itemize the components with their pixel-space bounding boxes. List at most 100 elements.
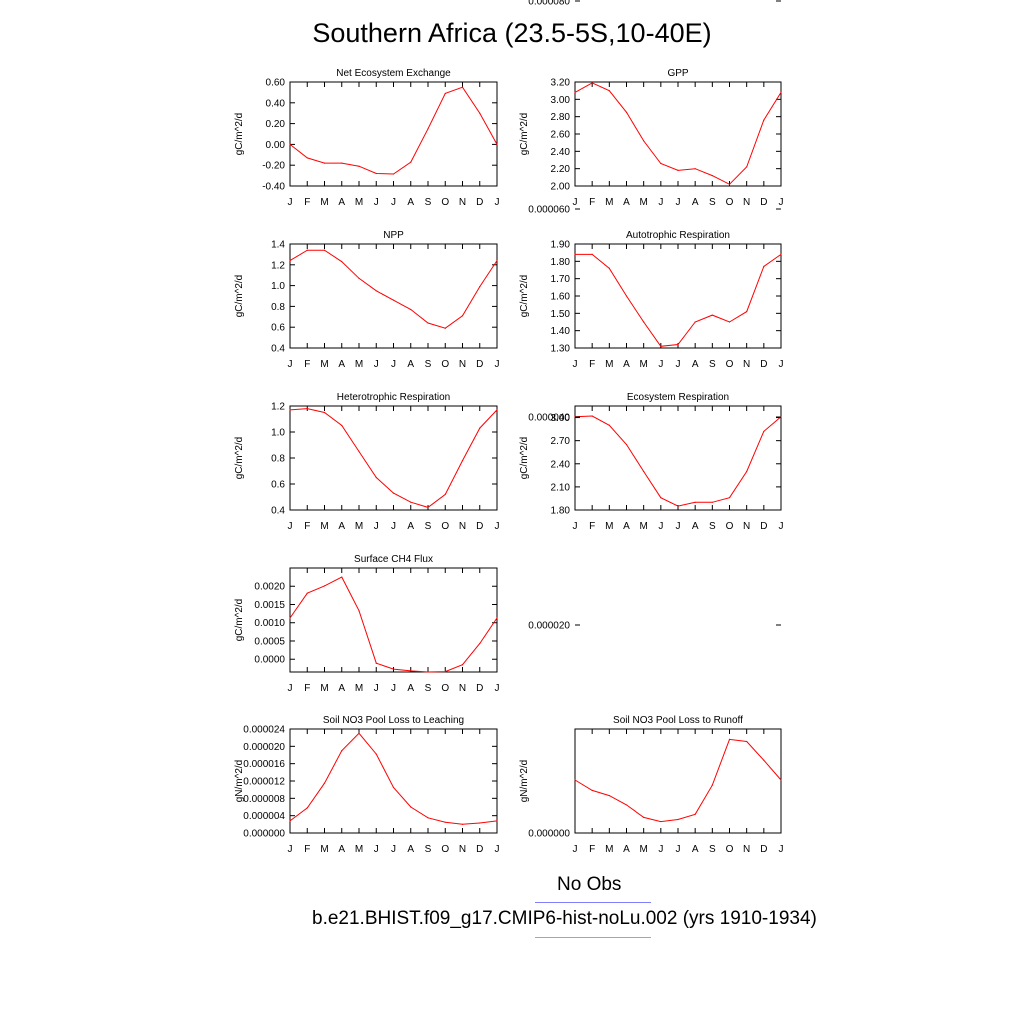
data-point: [341, 424, 343, 427]
data-point: [410, 308, 412, 311]
data-point: [496, 260, 498, 262]
x-tick-label: O: [441, 683, 449, 694]
x-tick-label: M: [355, 197, 363, 208]
data-point: [711, 314, 713, 316]
data-point: [625, 443, 628, 446]
y-tick-label: 0.000040: [528, 413, 570, 424]
x-tick-label: J: [374, 197, 379, 208]
y-tick-label: 3.20: [551, 78, 571, 89]
x-tick-label: J: [658, 197, 663, 208]
x-tick-label: A: [623, 359, 630, 370]
x-tick-label: A: [407, 683, 414, 694]
data-point: [358, 610, 360, 612]
data-point: [728, 321, 731, 323]
x-tick-label: J: [288, 521, 293, 532]
x-tick-label: J: [658, 359, 663, 370]
data-point: [341, 576, 343, 578]
x-tick-label: F: [304, 683, 310, 694]
series-line: [289, 86, 498, 175]
data-point: [643, 321, 645, 323]
plot-frame: [574, 243, 782, 349]
data-point: [392, 668, 395, 670]
x-tick-label: M: [639, 359, 647, 370]
plot-frame: [289, 567, 498, 673]
data-point: [780, 91, 782, 93]
y-tick-label: 1.2: [271, 402, 285, 413]
data-point: [711, 175, 713, 177]
x-tick-label: J: [573, 359, 578, 370]
data-point: [410, 161, 412, 163]
data-point: [427, 671, 429, 673]
data-point: [289, 820, 291, 822]
y-tick-label: 3.00: [551, 413, 571, 424]
y-tick-label: 2.00: [551, 182, 571, 193]
x-tick-label: N: [459, 521, 466, 532]
y-tick-label: 0.4: [271, 506, 285, 517]
data-point: [375, 172, 377, 175]
data-point: [375, 290, 377, 292]
y-tick-label: 2.60: [551, 130, 571, 141]
x-tick-label: D: [476, 521, 483, 532]
x-tick-label: J: [288, 359, 293, 370]
x-tick-label: J: [374, 521, 379, 532]
y-tick-label: 0.000000: [243, 829, 285, 840]
y-tick-label: -0.20: [262, 161, 285, 172]
data-point: [323, 249, 326, 251]
x-tick-label: A: [623, 521, 630, 532]
data-point: [625, 804, 628, 806]
x-tick-label: M: [605, 197, 613, 208]
x-tick-label: J: [779, 359, 784, 370]
x-tick-label: F: [589, 844, 595, 855]
x-tick-label: A: [407, 359, 414, 370]
x-tick-label: J: [676, 521, 681, 532]
y-tick-label: 2.20: [551, 164, 571, 175]
x-tick-label: J: [288, 844, 293, 855]
x-tick-label: O: [726, 359, 734, 370]
x-tick-label: J: [658, 844, 663, 855]
data-point: [358, 732, 360, 734]
x-tick-label: M: [355, 359, 363, 370]
y-tick-label: 0.0010: [254, 618, 285, 629]
x-tick-label: M: [355, 521, 363, 532]
x-tick-label: J: [495, 844, 500, 855]
x-tick-label: O: [441, 521, 449, 532]
x-tick-label: S: [425, 844, 432, 855]
data-point: [323, 585, 326, 587]
legend-line-model: [535, 937, 651, 938]
y-axis-label: gC/m^2/d: [519, 275, 530, 318]
x-tick-label: J: [779, 197, 784, 208]
data-point: [496, 820, 498, 822]
x-tick-label: J: [391, 683, 396, 694]
data-point: [427, 322, 429, 324]
data-point: [574, 91, 576, 93]
y-tick-label: 0.00: [266, 140, 286, 151]
data-point: [746, 166, 748, 168]
x-tick-label: M: [639, 844, 647, 855]
x-tick-label: N: [743, 197, 750, 208]
y-tick-label: 1.80: [551, 257, 571, 268]
data-point: [444, 671, 446, 673]
x-tick-label: A: [338, 683, 345, 694]
x-tick-label: J: [676, 197, 681, 208]
data-point: [643, 470, 645, 473]
series-line: [289, 732, 498, 825]
data-point: [392, 173, 395, 175]
x-tick-label: F: [304, 359, 310, 370]
data-point: [496, 409, 498, 411]
data-point: [728, 497, 731, 499]
data-point: [479, 822, 481, 824]
x-tick-label: J: [288, 197, 293, 208]
y-tick-label: 0.0000: [254, 655, 285, 666]
y-tick-label: 1.30: [551, 344, 571, 355]
x-tick-label: F: [589, 521, 595, 532]
y-tick-label: 2.80: [551, 112, 571, 123]
y-tick-label: 1.0: [271, 281, 285, 292]
data-point: [358, 277, 360, 279]
data-point: [427, 506, 429, 508]
x-tick-label: F: [304, 197, 310, 208]
data-point: [625, 111, 628, 113]
x-tick-label: J: [779, 844, 784, 855]
data-point: [677, 818, 679, 821]
data-point: [574, 779, 576, 781]
data-point: [711, 501, 713, 503]
